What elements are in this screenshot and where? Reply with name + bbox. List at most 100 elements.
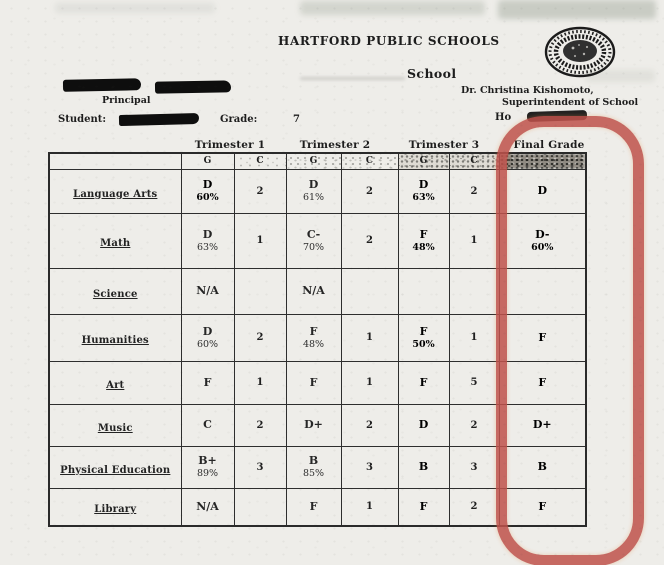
grade-percent: 70% [302, 241, 325, 253]
whited-out-school-name-line [300, 77, 405, 80]
table-row: Physical Education B+ 89% 3 B 85% 3 B 3 B [48, 445, 587, 489]
grade-letter: B+ [198, 454, 217, 468]
grade-cell: D 63% [180, 212, 235, 269]
grade-percent: 63% [196, 241, 219, 253]
subject-label: Humanities [81, 335, 149, 346]
grade-letter: F [203, 375, 212, 389]
grade-letter: D+ [532, 418, 552, 432]
conduct-cell: 1 [340, 360, 399, 405]
subject-cell: Physical Education [48, 445, 182, 489]
final-grade-highlight-circle [496, 116, 644, 565]
grade-label: Grade: [220, 114, 258, 125]
conduct-cell: 2 [340, 403, 399, 447]
grade-letter: F [419, 227, 428, 241]
grade-cell: N/A [285, 267, 342, 315]
conduct-cell [340, 267, 399, 315]
conduct-cell: 5 [448, 360, 500, 405]
trimester-3-header: Trimester 3 [408, 139, 480, 151]
grade-cell: D 60% [180, 168, 235, 214]
subheader-g2: G [285, 152, 342, 170]
grade-percent: 50% [412, 338, 435, 350]
school-label: School [407, 66, 457, 81]
conduct-cell: 2 [448, 487, 500, 527]
bleed-through-artifact [55, 3, 215, 13]
principal-label: Principal [102, 95, 151, 106]
grade-percent: 48% [302, 338, 325, 350]
district-title: HARTFORD PUBLIC SCHOOLS [278, 34, 500, 48]
grade-letter: B [308, 454, 319, 468]
subject-label: Language Arts [73, 188, 158, 200]
homeroom-label-partial: Ho [495, 112, 512, 123]
grade-letter: F [309, 324, 318, 338]
conduct-cell: 3 [448, 445, 500, 489]
grade-percent: 61% [302, 192, 325, 204]
grade-percent: 89% [196, 468, 219, 480]
grade-cell: D 60% [180, 313, 235, 362]
conduct-cell [233, 267, 287, 315]
subject-label: Math [100, 238, 131, 249]
student-label: Student: [58, 114, 107, 125]
grade-letter: D+ [304, 418, 323, 432]
grade-percent: 48% [412, 241, 435, 253]
final-grade-cell: D+ [498, 403, 587, 447]
subheader-g3: G [397, 152, 450, 170]
grade-letter: D [537, 184, 548, 198]
grade-cell: F [180, 360, 235, 405]
grade-letter: N/A [196, 499, 219, 513]
redaction-bar-principal-name-1 [62, 78, 142, 92]
grade-letter: F [419, 375, 428, 389]
grade-cell: D 63% [397, 168, 450, 214]
subject-label: Science [92, 288, 138, 300]
final-grade-cell: D- 60% [498, 212, 587, 269]
subject-cell: Math [48, 212, 182, 269]
grade-letter: D [308, 178, 319, 192]
grade-percent: 60% [196, 338, 219, 350]
subheader-g1: G [180, 152, 235, 170]
table-row: Science N/A N/A [48, 267, 587, 315]
grade-cell: N/A [180, 267, 235, 315]
grade-cell: F [285, 360, 342, 405]
subheader-c2: C [340, 152, 399, 170]
district-seal-stamp [544, 26, 616, 78]
grade-letter: F [419, 324, 428, 338]
superintendent-name: Dr. Christina Kishomoto, [461, 85, 594, 96]
subheader-c3: C [448, 152, 500, 170]
grade-letter: F [538, 499, 547, 513]
subheader-c1: C [233, 152, 287, 170]
conduct-cell: 2 [448, 168, 500, 214]
grade-letter: C- [306, 227, 321, 241]
grade-cell: F 48% [285, 313, 342, 362]
conduct-cell: 3 [340, 445, 399, 489]
conduct-cell: 1 [340, 487, 399, 527]
corner-cell [48, 152, 182, 170]
grade-letter: C [203, 418, 212, 432]
conduct-cell: 2 [448, 403, 500, 447]
grade-letter: D [202, 324, 213, 338]
bleed-through-artifact [300, 1, 485, 15]
grade-letter: N/A [302, 284, 325, 298]
subject-cell: Language Arts [48, 168, 182, 214]
grade-letter: D [418, 418, 429, 432]
conduct-cell: 2 [340, 168, 399, 214]
grades-table: G C G C G C Language Arts D 60% 2 D 61% 2 D 63% 2… [48, 152, 587, 527]
trimester-2-header: Trimester 2 [299, 139, 371, 151]
grade-letter: D [202, 178, 213, 192]
grade-cell: D 61% [285, 168, 342, 214]
grade-letter: B [537, 460, 547, 474]
grade-cell: B+ 89% [180, 445, 235, 489]
conduct-cell: 2 [233, 403, 287, 447]
conduct-cell [233, 487, 287, 527]
final-grade-cell: F [498, 360, 587, 405]
subject-label: Physical Education [60, 464, 171, 476]
table-row: Math D 63% 1 C- 70% 2 F 48% 1 D- 60% [48, 212, 587, 269]
grade-cell: D+ [285, 403, 342, 447]
final-grade-cell: D [498, 168, 587, 214]
superintendent-title: Superintendent of School [502, 97, 639, 108]
grade-letter: D [418, 178, 429, 192]
grade-letter: F [419, 499, 428, 513]
conduct-cell: 1 [233, 360, 287, 405]
subject-label: Library [94, 504, 137, 516]
redaction-bar-student-name [118, 112, 200, 127]
table-row: Language Arts D 60% 2 D 61% 2 D 63% 2 D [48, 168, 587, 214]
grade-letter: F [309, 375, 318, 389]
